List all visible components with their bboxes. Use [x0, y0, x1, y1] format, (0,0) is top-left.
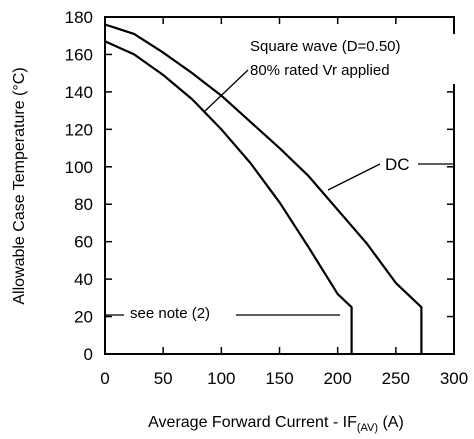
square-wave-label-line2: 80% rated Vr applied	[250, 62, 390, 79]
y-tick-label: 180	[65, 8, 93, 27]
y-tick-label: 120	[65, 120, 93, 139]
x-axis-title-sub: (AV)	[357, 422, 378, 434]
dc-label-bg	[376, 150, 432, 176]
y-tick-label: 20	[74, 308, 93, 327]
x-axis-title: Average Forward Current - IF(AV) (A)	[148, 414, 404, 434]
square-wave-label-line1: Square wave (D=0.50)	[250, 38, 401, 55]
y-tick-labels: 0 20 40 60 80 100 120 140 160 180	[65, 8, 93, 364]
note-label: see note (2)	[130, 305, 210, 322]
y-tick-label: 0	[84, 345, 93, 364]
x-tick-label: 100	[207, 369, 235, 388]
ticks	[104, 16, 455, 355]
dc-label: DC	[385, 155, 410, 174]
note-label-bg	[120, 299, 240, 325]
y-tick-label: 40	[74, 270, 93, 289]
square-wave-series-line	[104, 40, 353, 354]
x-tick-label: 50	[154, 369, 173, 388]
y-tick-label: 160	[65, 45, 93, 64]
x-tick-label: 0	[100, 369, 109, 388]
x-tick-labels: 0 50 100 150 200 250 300	[100, 369, 468, 388]
square-wave-label-bg	[245, 34, 455, 84]
y-tick-label: 60	[74, 233, 93, 252]
series-group	[104, 23, 423, 354]
square-wave-leader	[204, 69, 249, 112]
x-tick-label: 250	[382, 369, 410, 388]
y-axis-title: Allowable Case Temperature (°C)	[11, 67, 28, 304]
y-tick-label: 100	[65, 158, 93, 177]
x-tick-label: 150	[265, 369, 293, 388]
y-tick-label: 140	[65, 83, 93, 102]
y-tick-label: 80	[74, 195, 93, 214]
dc-series-line	[104, 23, 423, 354]
x-tick-label: 300	[440, 369, 468, 388]
x-axis-title-unit: (A)	[378, 414, 404, 431]
x-axis-title-main: Average Forward Current - IF	[148, 414, 357, 431]
dc-leader	[327, 163, 381, 191]
x-tick-label: 200	[323, 369, 351, 388]
